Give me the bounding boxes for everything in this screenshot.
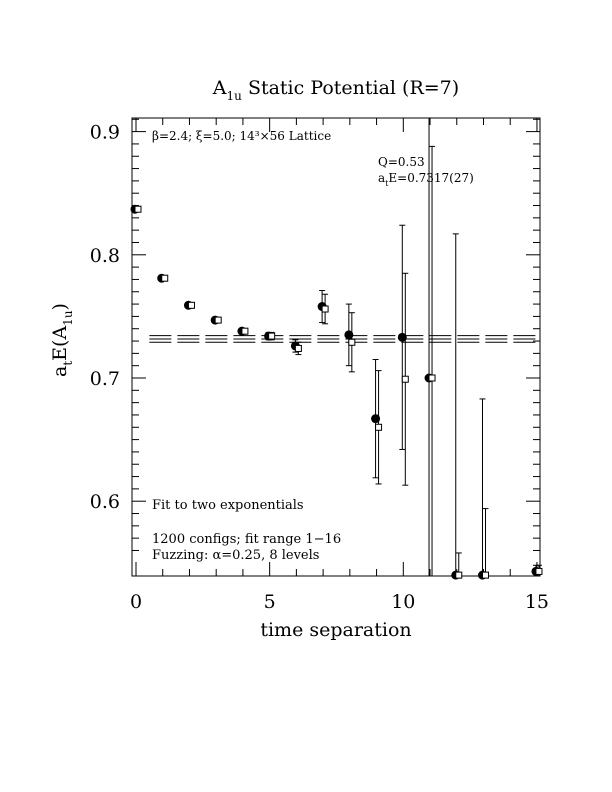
data-point-circle <box>371 414 381 424</box>
title-rest: Static Potential (R=7) <box>242 77 459 99</box>
data-points <box>130 118 543 580</box>
y-tick-label: 0.7 <box>90 368 120 390</box>
data-point-square <box>535 567 543 575</box>
fuzzing-annotation: Fuzzing: α=0.25, 8 levels <box>152 548 319 563</box>
data-point-square <box>268 332 276 340</box>
chart-title: A1u Static Potential (R=7) <box>212 77 459 103</box>
data-point-circle <box>344 330 354 340</box>
data-point-square <box>348 338 356 346</box>
data-point-circle <box>397 332 407 342</box>
data-point-square <box>481 571 489 579</box>
data-point-square <box>321 305 329 313</box>
x-tick-label: 5 <box>264 591 276 613</box>
data-point-square <box>187 301 195 309</box>
x-tick-label: 10 <box>391 591 415 613</box>
data-point-square <box>375 423 383 431</box>
tick-marks <box>132 118 540 576</box>
tick-labels: 0 5 10 15 0.6 0.7 0.8 0.9 <box>90 122 549 613</box>
title-a: A <box>212 77 227 99</box>
data-point-square <box>214 316 222 324</box>
x-axis-label: time separation <box>260 619 411 641</box>
y-tick-label: 0.9 <box>90 122 120 144</box>
data-point-square <box>294 344 302 352</box>
data-point-square <box>401 375 409 383</box>
q-annotation: Q=0.53 <box>378 155 425 169</box>
x-tick-label: 15 <box>525 591 549 613</box>
configs-annotation: 1200 configs; fit range 1−16 <box>152 532 341 547</box>
title-subscript: 1u <box>227 89 243 103</box>
y-tick-label: 0.6 <box>90 491 120 513</box>
data-point-square <box>161 274 169 282</box>
data-point-square <box>455 571 463 579</box>
fit-description: Fit to two exponentials <box>152 498 304 513</box>
data-point-square <box>241 327 249 335</box>
y-axis-label: atE(A1u) <box>49 303 75 377</box>
data-point-square <box>428 374 436 382</box>
y-tick-label: 0.8 <box>90 245 120 267</box>
fit-band <box>149 335 540 343</box>
lattice-annotation: β=2.4; ξ=5.0; 14³×56 Lattice <box>152 129 331 143</box>
fit-result-annotation: atE=0.7317(27) <box>378 171 474 188</box>
x-tick-label: 0 <box>130 591 142 613</box>
data-point-square <box>134 205 142 213</box>
plot-frame <box>131 117 541 577</box>
